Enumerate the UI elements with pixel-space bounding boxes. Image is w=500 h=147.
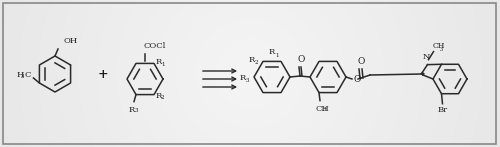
Text: +: + <box>98 67 108 81</box>
Text: N: N <box>423 53 430 61</box>
Text: 3: 3 <box>20 75 24 80</box>
Text: R: R <box>156 58 162 66</box>
Text: Br: Br <box>438 106 448 114</box>
Text: 3: 3 <box>440 47 442 52</box>
Text: OH: OH <box>63 37 77 45</box>
Text: H: H <box>16 71 24 79</box>
Text: C: C <box>24 71 31 79</box>
Text: 3: 3 <box>246 77 250 82</box>
Text: 3: 3 <box>135 108 138 113</box>
Text: O: O <box>354 76 362 85</box>
Text: 2: 2 <box>161 95 164 100</box>
Text: 2: 2 <box>255 60 258 65</box>
Text: O: O <box>298 55 304 64</box>
Text: 1: 1 <box>275 53 278 58</box>
Text: 3: 3 <box>323 107 326 112</box>
Text: R: R <box>240 74 246 82</box>
Text: R: R <box>129 106 135 114</box>
Text: CH: CH <box>432 42 445 50</box>
Text: R: R <box>249 56 256 64</box>
Text: COCl: COCl <box>144 42 167 50</box>
Text: R: R <box>269 48 275 56</box>
Text: R: R <box>156 92 162 100</box>
Text: CH: CH <box>315 105 329 113</box>
Text: O: O <box>358 57 364 66</box>
Text: 1: 1 <box>161 62 164 67</box>
